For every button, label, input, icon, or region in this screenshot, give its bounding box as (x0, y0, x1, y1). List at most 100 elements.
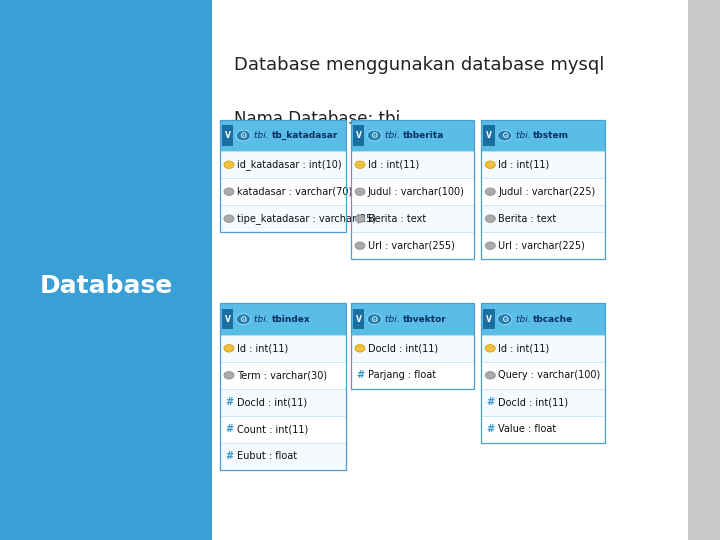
Text: Id : int(11): Id : int(11) (498, 343, 549, 353)
Bar (481, 416, 605, 443)
Bar (220, 178, 346, 205)
Text: ⚙: ⚙ (501, 315, 508, 323)
Text: Value : float: Value : float (498, 424, 557, 434)
Bar (220, 151, 346, 178)
Text: tb_katadasar: tb_katadasar (271, 131, 338, 140)
Bar (481, 120, 605, 259)
Text: tbi.: tbi. (516, 315, 533, 323)
Circle shape (224, 188, 234, 195)
Text: Url : varchar(225): Url : varchar(225) (498, 241, 585, 251)
Text: Parjang : float: Parjang : float (368, 370, 436, 380)
Circle shape (355, 161, 365, 168)
Bar (351, 120, 474, 151)
Bar (220, 205, 346, 232)
Text: tipe_katadasar : varchar(25): tipe_katadasar : varchar(25) (237, 213, 376, 224)
Circle shape (367, 314, 382, 325)
Text: #: # (486, 424, 495, 434)
Text: #: # (225, 451, 233, 461)
Bar (222, 125, 233, 146)
Text: #: # (225, 424, 233, 434)
Circle shape (224, 345, 234, 352)
Circle shape (485, 242, 495, 249)
Text: tbindex: tbindex (271, 315, 310, 323)
Text: V: V (486, 131, 492, 140)
Bar (481, 151, 605, 178)
Circle shape (236, 130, 251, 141)
Text: Term : varchar(30): Term : varchar(30) (237, 370, 327, 380)
Text: ⚙: ⚙ (371, 315, 378, 323)
Text: ⚙: ⚙ (371, 131, 378, 140)
Text: tbi.: tbi. (385, 315, 402, 323)
Bar (220, 362, 346, 389)
Circle shape (236, 314, 251, 325)
Text: Eubut : float: Eubut : float (237, 451, 297, 461)
Bar (220, 443, 346, 470)
Bar (481, 178, 605, 205)
Text: tbi.: tbi. (516, 131, 533, 140)
Bar (351, 303, 474, 335)
Text: tbi.: tbi. (254, 131, 271, 140)
Text: DocId : int(11): DocId : int(11) (498, 397, 568, 407)
Bar (220, 303, 346, 335)
Bar (220, 335, 346, 362)
Text: Berita : text: Berita : text (498, 214, 557, 224)
Text: #: # (225, 397, 233, 407)
Text: tbi.: tbi. (385, 131, 402, 140)
Bar (481, 362, 605, 389)
Text: Id : int(11): Id : int(11) (237, 343, 288, 353)
Text: Database menggunakan database mysql: Database menggunakan database mysql (234, 56, 604, 74)
Circle shape (485, 161, 495, 168)
Bar (483, 125, 495, 146)
Text: tbberita: tbberita (402, 131, 444, 140)
Text: #: # (486, 397, 495, 407)
Text: tbcache: tbcache (533, 315, 573, 323)
Bar (481, 205, 605, 232)
Circle shape (485, 188, 495, 195)
Bar (351, 120, 474, 259)
Bar (222, 309, 233, 329)
Text: tbi.: tbi. (254, 315, 271, 323)
Text: DocId : int(11): DocId : int(11) (368, 343, 438, 353)
Bar (220, 120, 346, 151)
Text: Database: Database (40, 274, 173, 298)
Text: Count : int(11): Count : int(11) (237, 424, 308, 434)
Bar (481, 232, 605, 259)
Text: V: V (356, 315, 361, 323)
Text: Url : varchar(255): Url : varchar(255) (368, 241, 455, 251)
Bar (220, 303, 346, 470)
Text: Judul : varchar(100): Judul : varchar(100) (368, 187, 465, 197)
Text: V: V (225, 315, 230, 323)
Bar (0, 0, 212, 540)
Bar (220, 120, 346, 232)
Bar (220, 416, 346, 443)
Circle shape (355, 345, 365, 352)
Bar (481, 120, 605, 151)
Bar (353, 309, 364, 329)
Text: Berita : text: Berita : text (368, 214, 426, 224)
Bar (483, 309, 495, 329)
Bar (351, 205, 474, 232)
Bar (351, 232, 474, 259)
Text: DocId : int(11): DocId : int(11) (237, 397, 307, 407)
Bar (351, 362, 474, 389)
Text: ⚙: ⚙ (501, 131, 508, 140)
Text: ⚙: ⚙ (240, 315, 247, 323)
Text: tbstem: tbstem (533, 131, 569, 140)
Circle shape (485, 215, 495, 222)
Bar (481, 335, 605, 362)
Text: Id : int(11): Id : int(11) (498, 160, 549, 170)
Text: katadasar : varchar(70): katadasar : varchar(70) (237, 187, 352, 197)
Bar (351, 303, 474, 389)
Circle shape (355, 215, 365, 222)
Circle shape (498, 130, 512, 141)
Bar (481, 389, 605, 416)
Circle shape (355, 188, 365, 195)
Circle shape (355, 242, 365, 249)
Text: Nama Database: tbi: Nama Database: tbi (234, 110, 400, 128)
Text: Id : int(11): Id : int(11) (368, 160, 419, 170)
Circle shape (224, 161, 234, 168)
Circle shape (498, 314, 512, 325)
Text: Judul : varchar(225): Judul : varchar(225) (498, 187, 595, 197)
Text: Query : varchar(100): Query : varchar(100) (498, 370, 600, 380)
Bar (481, 303, 605, 335)
